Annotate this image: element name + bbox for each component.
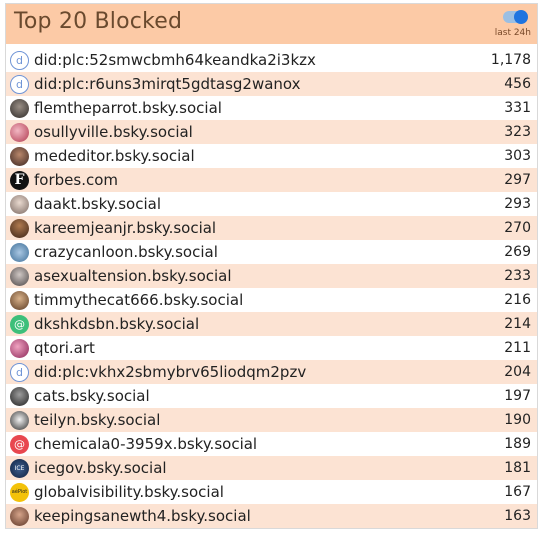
did-icon: d — [10, 362, 29, 382]
did-icon: d — [10, 74, 29, 94]
account-name[interactable]: icegov.bsky.social — [34, 459, 167, 477]
user-avatar — [10, 506, 29, 526]
list-item[interactable]: crazycanloon.bsky.social 269 — [6, 240, 537, 264]
panel-header: Top 20 Blocked last 24h — [6, 4, 537, 44]
block-count: 233 — [504, 268, 531, 284]
list-item[interactable]: cats.bsky.social 197 — [6, 384, 537, 408]
block-count: 211 — [504, 340, 531, 356]
list-item[interactable]: flemtheparrot.bsky.social 331 — [6, 96, 537, 120]
list-item[interactable]: qtori.art 211 — [6, 336, 537, 360]
user-avatar — [10, 98, 29, 118]
block-count: 197 — [504, 388, 531, 404]
account-name[interactable]: timmythecat666.bsky.social — [34, 291, 244, 309]
list-item[interactable]: d did:plc:r6uns3mirqt5gdtasg2wanox 456 — [6, 72, 537, 96]
block-count: 303 — [504, 148, 531, 164]
account-name[interactable]: cats.bsky.social — [34, 387, 150, 405]
user-avatar — [10, 194, 29, 214]
account-name[interactable]: chemicala0-3959x.bsky.social — [34, 435, 258, 453]
toggle-knob — [514, 10, 528, 24]
user-avatar — [10, 146, 29, 166]
account-name[interactable]: keepingsanewth4.bsky.social — [34, 507, 251, 525]
account-name[interactable]: mededitor.bsky.social — [34, 147, 195, 165]
block-count: 269 — [504, 244, 531, 260]
top-blocked-panel: Top 20 Blocked last 24h d did:plc:52smwcb… — [5, 3, 538, 529]
block-count: 270 — [504, 220, 531, 236]
toggle-label: last 24h — [494, 28, 531, 38]
list-item[interactable]: @ chemicala0-3959x.bsky.social 189 — [6, 432, 537, 456]
list-item[interactable]: timmythecat666.bsky.social 216 — [6, 288, 537, 312]
block-count: 293 — [504, 196, 531, 212]
list-item[interactable]: d did:plc:52smwcbmh64keandka2i3kzx 1,178 — [6, 48, 537, 72]
block-count: 214 — [504, 316, 531, 332]
user-avatar — [10, 338, 29, 358]
ice-seal-logo: ICE — [10, 458, 29, 478]
list-item[interactable]: daakt.bsky.social 293 — [6, 192, 537, 216]
list-item[interactable]: d did:plc:vkhx2sbmybrv65liodqm2pzv 204 — [6, 360, 537, 384]
account-name[interactable]: crazycanloon.bsky.social — [34, 243, 218, 261]
block-count: 297 — [504, 172, 531, 188]
account-name[interactable]: daakt.bsky.social — [34, 195, 162, 213]
block-count: 1,178 — [490, 52, 531, 68]
forbes-logo: F — [10, 170, 29, 190]
block-count: 323 — [504, 124, 531, 140]
account-name[interactable]: did:plc:vkhx2sbmybrv65liodqm2pzv — [34, 363, 307, 381]
block-count: 331 — [504, 100, 531, 116]
user-avatar — [10, 266, 29, 286]
list-item[interactable]: ICE icegov.bsky.social 181 — [6, 456, 537, 480]
list-item[interactable]: keepingsanewth4.bsky.social 163 — [6, 504, 537, 528]
account-name[interactable]: asexualtension.bsky.social — [34, 267, 232, 285]
user-avatar — [10, 410, 29, 430]
list-item[interactable]: kareemjeanjr.bsky.social 270 — [6, 216, 537, 240]
at-icon: @ — [10, 434, 29, 454]
account-name[interactable]: globalvisibility.bsky.social — [34, 483, 224, 501]
block-count: 163 — [504, 508, 531, 524]
account-name[interactable]: kareemjeanjr.bsky.social — [34, 219, 217, 237]
block-count: 216 — [504, 292, 531, 308]
panel-title: Top 20 Blocked — [14, 9, 183, 34]
list-item[interactable]: @ dkshkdsbn.bsky.social 214 — [6, 312, 537, 336]
account-name[interactable]: dkshkdsbn.bsky.social — [34, 315, 200, 333]
block-count: 204 — [504, 364, 531, 380]
list-item[interactable]: teilyn.bsky.social 190 — [6, 408, 537, 432]
list-item[interactable]: aéPiot globalvisibility.bsky.social 167 — [6, 480, 537, 504]
user-avatar — [10, 242, 29, 262]
account-name[interactable]: did:plc:r6uns3mirqt5gdtasg2wanox — [34, 75, 301, 93]
did-icon: d — [10, 50, 29, 70]
block-count: 456 — [504, 76, 531, 92]
user-avatar — [10, 218, 29, 238]
account-name[interactable]: forbes.com — [34, 171, 118, 189]
user-avatar: aéPiot — [10, 482, 29, 502]
block-count: 189 — [504, 436, 531, 452]
account-name[interactable]: did:plc:52smwcbmh64keandka2i3kzx — [34, 51, 316, 69]
block-count: 190 — [504, 412, 531, 428]
account-name[interactable]: flemtheparrot.bsky.social — [34, 99, 222, 117]
list-item[interactable]: mededitor.bsky.social 303 — [6, 144, 537, 168]
last-24h-toggle[interactable] — [503, 10, 528, 24]
account-name[interactable]: osullyville.bsky.social — [34, 123, 193, 141]
account-name[interactable]: teilyn.bsky.social — [34, 411, 161, 429]
list-item[interactable]: osullyville.bsky.social 323 — [6, 120, 537, 144]
list-item[interactable]: asexualtension.bsky.social 233 — [6, 264, 537, 288]
block-count: 167 — [504, 484, 531, 500]
account-name[interactable]: qtori.art — [34, 339, 95, 357]
blocked-list: d did:plc:52smwcbmh64keandka2i3kzx 1,178 d d… — [6, 48, 537, 528]
user-avatar — [10, 386, 29, 406]
user-avatar — [10, 122, 29, 142]
block-count: 181 — [504, 460, 531, 476]
user-avatar — [10, 290, 29, 310]
at-icon: @ — [10, 314, 29, 334]
